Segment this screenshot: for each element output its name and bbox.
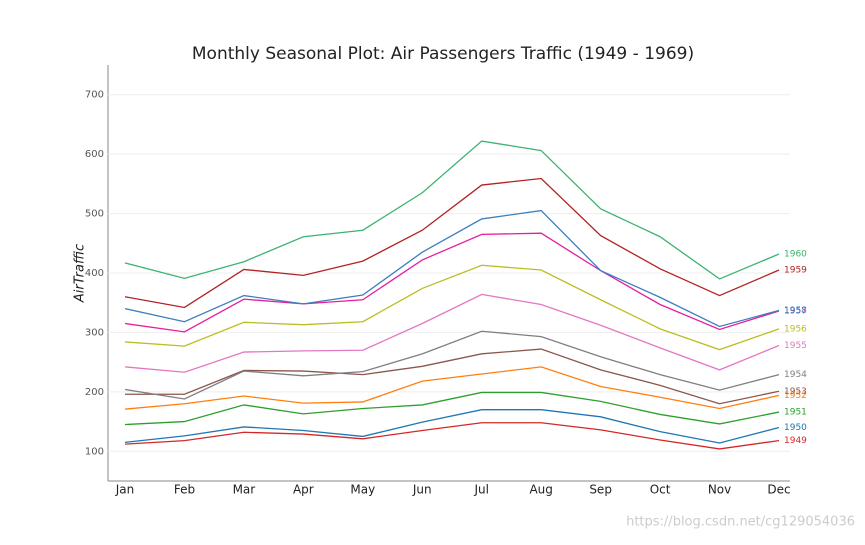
- series-line: [124, 232, 780, 333]
- series-line: [124, 391, 780, 426]
- series-label: 1956: [784, 324, 807, 334]
- y-axis-label: AirTraffic: [73, 244, 88, 303]
- x-tick-label: Jun: [412, 483, 432, 497]
- y-tick-label: 200: [85, 387, 104, 398]
- series-line: [124, 293, 780, 373]
- x-tick-label: Jan: [115, 483, 135, 497]
- y-tick-label: 400: [85, 268, 104, 279]
- series-label: 1955: [784, 341, 807, 351]
- series-line: [124, 422, 780, 450]
- y-tick-label: 500: [85, 209, 104, 220]
- x-tick-label: May: [350, 483, 375, 497]
- series-label: 1951: [784, 408, 807, 418]
- y-tick-label: 600: [85, 149, 104, 160]
- x-tick-label: Apr: [293, 483, 314, 497]
- series-label: 1954: [784, 370, 807, 380]
- x-tick-label: Nov: [708, 483, 731, 497]
- x-tick-label: Jul: [473, 483, 488, 497]
- y-tick-label: 300: [85, 327, 104, 338]
- watermark: https://blog.csdn.net/cg129054036: [626, 515, 855, 530]
- y-tick-label: 700: [85, 90, 104, 101]
- x-tick-label: Oct: [650, 483, 671, 497]
- x-tick-label: Dec: [767, 483, 790, 497]
- series-line: [124, 209, 780, 328]
- series-label: 1960: [784, 249, 807, 259]
- series-label: 1949: [784, 436, 807, 446]
- series-line: [124, 140, 780, 280]
- chart-title: Monthly Seasonal Plot: Air Passengers Tr…: [192, 44, 694, 64]
- series-line: [124, 264, 780, 351]
- series-label: 1958: [784, 306, 807, 316]
- series-line: [124, 330, 780, 400]
- series-line: [124, 366, 780, 410]
- y-tick-label: 100: [85, 446, 104, 457]
- series-label: 1952: [784, 391, 807, 401]
- series-label: 1959: [784, 266, 807, 276]
- x-tick-label: Sep: [589, 483, 612, 497]
- series-label: 1957: [784, 307, 807, 317]
- series-label: 1953: [784, 387, 807, 397]
- x-tick-label: Aug: [529, 483, 552, 497]
- series-line: [124, 409, 780, 444]
- x-tick-label: Mar: [233, 483, 256, 497]
- series-label: 1950: [784, 423, 807, 433]
- series-line: [125, 348, 780, 405]
- x-tick-label: Feb: [174, 483, 195, 497]
- series-line: [124, 177, 780, 309]
